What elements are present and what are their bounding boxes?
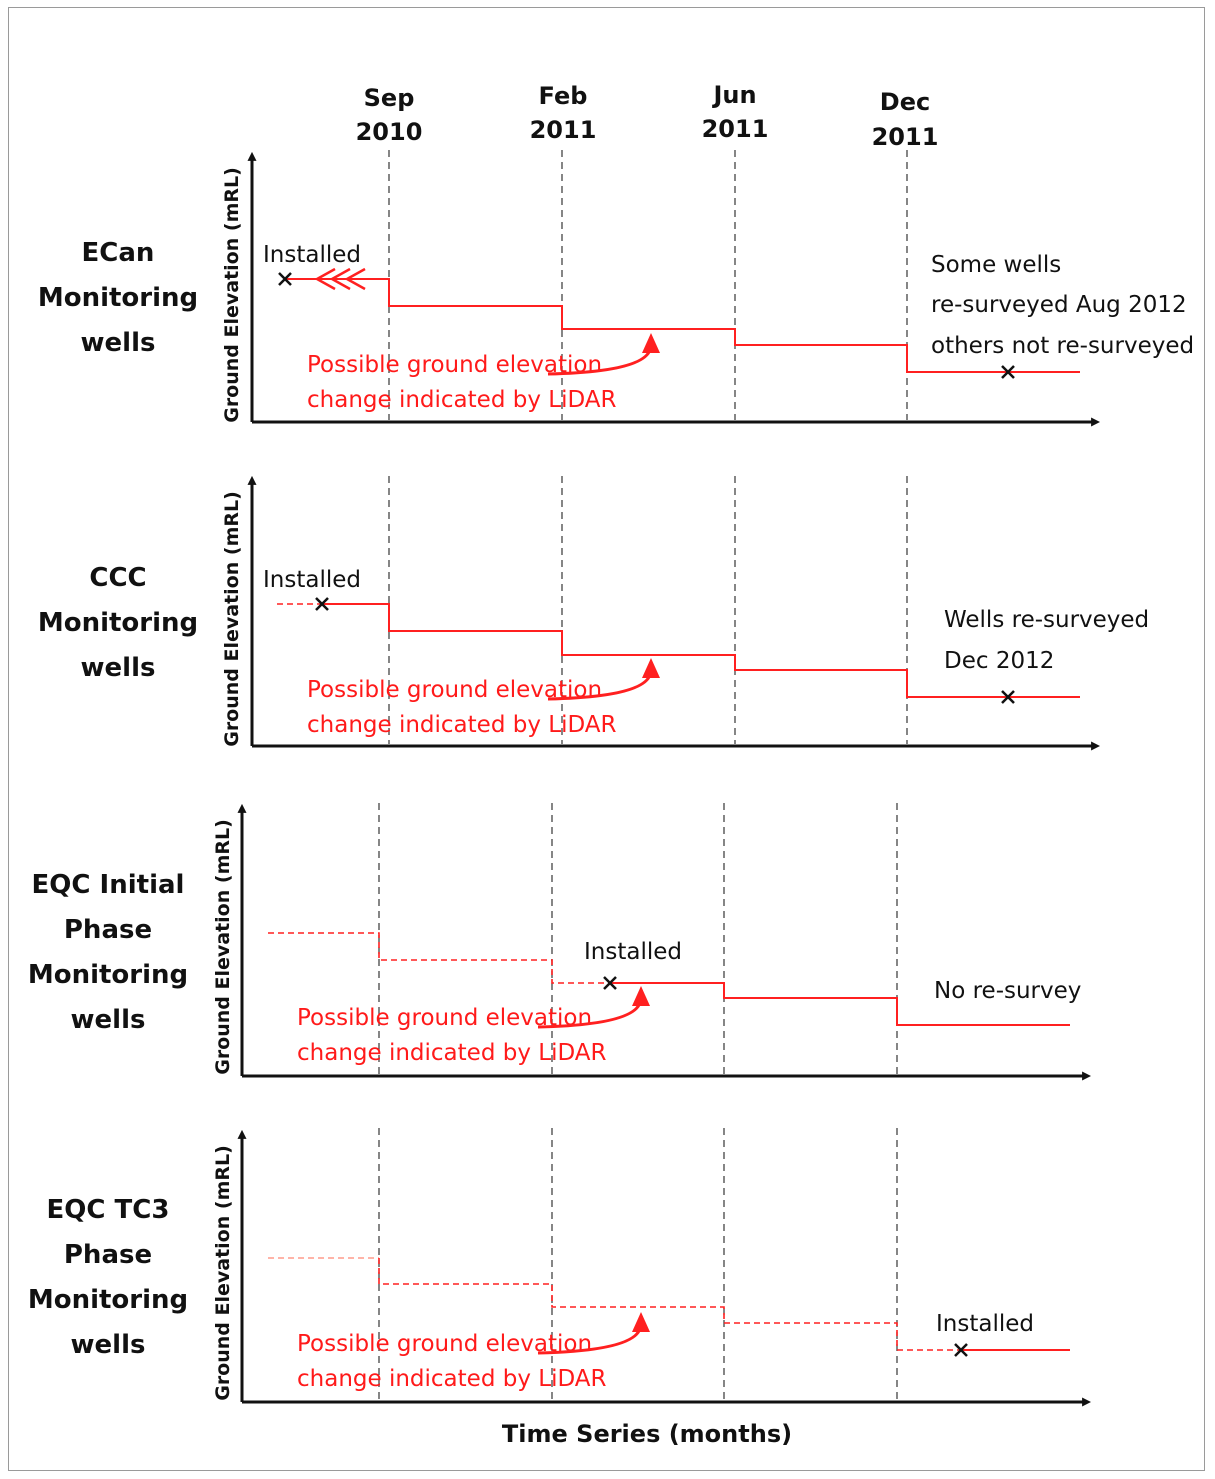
elevation-step-line xyxy=(285,278,1080,373)
figure-frame xyxy=(8,7,1205,1471)
panel-label-line: wells xyxy=(81,653,156,683)
resurvey-marker-icon xyxy=(1001,690,1015,704)
installed-label: Installed xyxy=(936,1311,1034,1337)
x-axis-label: Time Series (months) xyxy=(502,1420,792,1448)
note-line: Wells re-surveyed xyxy=(944,607,1149,633)
date-month-jun: Jun xyxy=(711,81,756,109)
date-year-2011-feb: 2011 xyxy=(530,116,597,144)
note-line: re-surveyed Aug 2012 xyxy=(931,292,1187,318)
note-line: others not re-surveyed xyxy=(931,333,1194,359)
date-year-2011-jun: 2011 xyxy=(702,115,769,143)
panel-eqc-tc3: EQC TC3 Phase Monitoring wells Ground El… xyxy=(28,1128,1092,1407)
lidar-arrowhead-icon xyxy=(632,1312,650,1332)
pre-install-dashed-line xyxy=(268,932,610,984)
panel-label-line: Phase xyxy=(64,915,152,945)
date-month-feb: Feb xyxy=(539,82,588,110)
pre-install-dashed-line xyxy=(378,1258,961,1351)
panel-eqc-initial: EQC Initial Phase Monitoring wells Groun… xyxy=(28,803,1092,1081)
lidar-note-line: change indicated by LiDAR xyxy=(307,387,616,413)
install-marker-icon xyxy=(603,976,617,990)
install-marker-icon xyxy=(954,1343,968,1357)
panel-label-line: wells xyxy=(71,1005,146,1035)
date-year-2011-dec: 2011 xyxy=(872,123,939,151)
lidar-arrowhead-icon xyxy=(642,658,660,678)
y-axis-label: Ground Elevation (mRL) xyxy=(221,491,243,747)
y-axis-label: Ground Elevation (mRL) xyxy=(212,1145,234,1401)
panel-label-line: Monitoring xyxy=(28,960,188,990)
panel-label-line: Monitoring xyxy=(38,283,198,313)
install-marker-icon xyxy=(315,597,329,611)
installed-label: Installed xyxy=(263,242,361,268)
lidar-arrowhead-icon xyxy=(632,986,650,1006)
panel-label-line: CCC xyxy=(89,563,146,593)
panel-label-line: Phase xyxy=(64,1240,152,1270)
note-line: No re-survey xyxy=(934,978,1081,1004)
lidar-note-line: change indicated by LiDAR xyxy=(307,712,616,738)
lidar-arrowhead-icon xyxy=(642,333,660,353)
lidar-curve-arrow-icon xyxy=(547,674,652,701)
panel-label-line: Monitoring xyxy=(38,608,198,638)
elevation-step-line xyxy=(610,982,1070,1026)
panel-label-line: wells xyxy=(81,328,156,358)
installed-label: Installed xyxy=(584,939,682,965)
panel-ccc: CCC Monitoring wells Ground Elevation (m… xyxy=(38,475,1149,751)
resurvey-marker-icon xyxy=(1001,365,1015,379)
panel-label-line: wells xyxy=(71,1330,146,1360)
lidar-curve-arrow-icon xyxy=(537,1002,642,1029)
panel-ecan: ECan Monitoring wells Ground Elevation (… xyxy=(38,150,1194,427)
backward-arrow-icon xyxy=(314,267,366,291)
lidar-curve-arrow-icon xyxy=(537,1328,642,1355)
date-year-2010: 2010 xyxy=(356,118,423,146)
lidar-curve-arrow-icon xyxy=(547,349,652,376)
panel-label-line: EQC Initial xyxy=(32,870,185,900)
date-headers: Sep 2010 Feb 2011 Jun 2011 Dec 2011 xyxy=(356,81,939,151)
note-line: Dec 2012 xyxy=(944,648,1054,674)
lidar-note-line: change indicated by LiDAR xyxy=(297,1040,606,1066)
lidar-note-line: change indicated by LiDAR xyxy=(297,1366,606,1392)
panel-label-line: EQC TC3 xyxy=(47,1195,170,1225)
y-axis-label: Ground Elevation (mRL) xyxy=(221,167,243,423)
install-marker-icon xyxy=(278,272,292,286)
elevation-step-line xyxy=(322,603,1080,698)
note-line: Some wells xyxy=(931,252,1061,278)
y-axis-label: Ground Elevation (mRL) xyxy=(212,819,234,1075)
installed-label: Installed xyxy=(263,567,361,593)
date-month-dec: Dec xyxy=(880,88,930,116)
panel-label-line: ECan xyxy=(82,238,155,268)
panel-label-line: Monitoring xyxy=(28,1285,188,1315)
date-month-sep: Sep xyxy=(364,84,415,112)
